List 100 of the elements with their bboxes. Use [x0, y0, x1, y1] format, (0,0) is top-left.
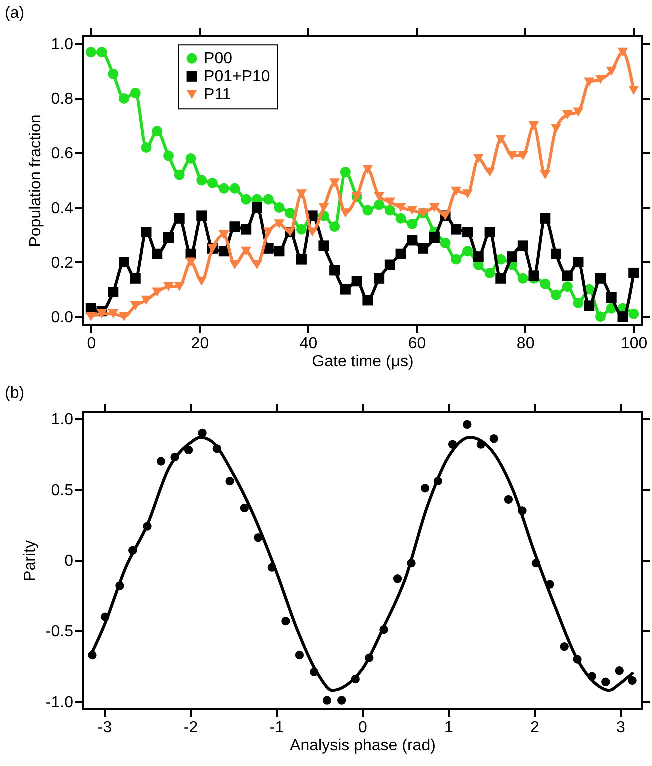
y-tick-label: -1.0: [46, 694, 74, 712]
point: [484, 227, 496, 238]
x-tick-label: 100: [621, 336, 648, 352]
point: [418, 243, 429, 254]
point: [584, 300, 595, 312]
point: [540, 213, 551, 224]
point: [130, 88, 141, 98]
point: [196, 175, 208, 186]
point: [518, 151, 528, 161]
point: [573, 108, 584, 117]
x-tick-label: -3: [98, 720, 112, 736]
point: [374, 192, 385, 202]
x-tick-label: 0: [87, 336, 96, 352]
point: [362, 295, 374, 306]
point: [429, 203, 440, 212]
point: [462, 190, 474, 199]
point: [230, 222, 240, 232]
point: [322, 696, 332, 705]
point: [218, 183, 230, 194]
legend-label: P11: [204, 86, 232, 104]
point: [496, 273, 506, 284]
x-tick-label: 3: [616, 720, 626, 736]
point: [528, 121, 540, 131]
point: [330, 178, 340, 188]
point: [618, 312, 628, 322]
point: [274, 246, 285, 257]
point: [141, 296, 152, 306]
point: [462, 227, 474, 238]
point: [152, 248, 163, 260]
point: [241, 224, 252, 235]
point: [490, 434, 498, 444]
point: [141, 142, 152, 154]
point: [86, 47, 96, 58]
point: [596, 75, 606, 84]
x-tick-label: -1: [270, 720, 284, 736]
point: [152, 126, 163, 137]
point: [108, 310, 119, 319]
point: [130, 273, 141, 284]
point: [496, 135, 506, 144]
point: [263, 194, 274, 205]
point: [241, 246, 252, 256]
point: [86, 312, 96, 322]
point: [473, 252, 484, 262]
point: [330, 265, 340, 276]
point: [562, 110, 573, 120]
x-tick-label: 60: [408, 336, 426, 352]
point: [628, 268, 640, 278]
point: [429, 232, 440, 243]
point: [196, 276, 208, 286]
point: [518, 240, 528, 252]
y-axis-title: Parity: [22, 540, 39, 582]
point: [602, 678, 610, 686]
y-tick-label: 0: [64, 553, 74, 570]
point: [628, 308, 640, 320]
y-tick-label: -0.5: [46, 624, 74, 641]
point: [186, 258, 196, 267]
y-tick-label: 0.2: [51, 254, 74, 272]
point: [174, 213, 185, 224]
point: [407, 235, 418, 246]
point: [596, 312, 606, 322]
point: [174, 282, 185, 292]
x-tick-label: 40: [300, 336, 318, 352]
point: [573, 298, 584, 308]
point: [407, 218, 418, 230]
point: [96, 47, 108, 58]
point: [196, 210, 208, 222]
point: [573, 257, 584, 268]
chart-title: (a): [5, 5, 25, 22]
point: [528, 270, 540, 282]
point: [484, 268, 496, 278]
point: [562, 282, 573, 292]
point: [263, 228, 274, 237]
point: [141, 227, 152, 238]
point: [451, 186, 462, 196]
point: [540, 278, 551, 290]
point: [130, 301, 141, 310]
y-tick-label: 1.0: [51, 36, 74, 54]
x-axis-title: Gate time (μs): [312, 354, 414, 370]
point: [362, 205, 374, 216]
y-tick-label: 0.5: [51, 482, 74, 500]
point: [384, 198, 396, 207]
point: [241, 194, 252, 205]
point: [628, 86, 640, 96]
point: [340, 284, 351, 295]
point: [551, 124, 562, 134]
point: [108, 68, 119, 80]
point: [606, 292, 617, 303]
point: [396, 248, 406, 260]
point: [295, 650, 304, 660]
point: [164, 150, 174, 162]
point: [285, 208, 296, 218]
point: [396, 203, 406, 212]
point: [473, 154, 484, 164]
point: [374, 200, 385, 210]
point: [274, 220, 285, 229]
point: [119, 312, 130, 322]
legend-label: P01+P10: [204, 68, 270, 86]
point: [318, 203, 330, 212]
chart-title: (b): [5, 385, 25, 402]
point: [396, 213, 406, 224]
